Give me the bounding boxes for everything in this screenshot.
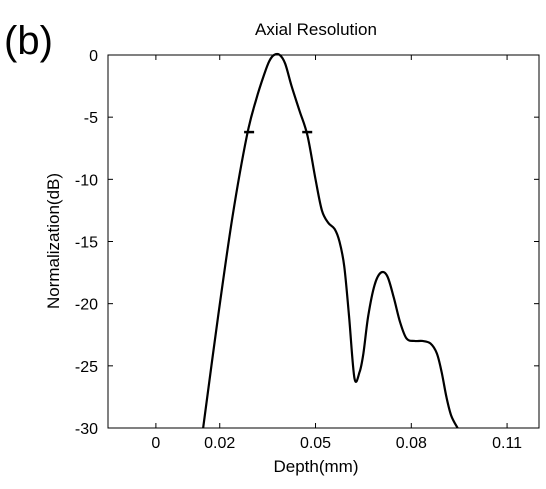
tick-marks bbox=[108, 54, 539, 429]
chart-title: Axial Resolution bbox=[255, 20, 377, 39]
y-tick-label: -30 bbox=[75, 421, 98, 438]
tick-labels: 0 0.02 0.05 0.08 0.11 0 -5 -10 -15 -20 -25 -30 bbox=[75, 48, 522, 452]
series-line bbox=[202, 52, 459, 429]
x-axis-label: Depth(mm) bbox=[273, 457, 358, 476]
plot-frame bbox=[107, 54, 540, 429]
y-tick-label: -25 bbox=[75, 359, 98, 376]
y-tick-label: 0 bbox=[89, 48, 98, 65]
x-tick-label: 0.08 bbox=[396, 435, 427, 452]
panel-label: (b) bbox=[4, 19, 53, 63]
y-tick-label: -15 bbox=[75, 235, 98, 252]
y-axis-label: Normalization(dB) bbox=[44, 173, 63, 309]
y-tick-label: -10 bbox=[75, 172, 98, 189]
y-tick-label: -5 bbox=[84, 110, 98, 127]
x-tick-label: 0 bbox=[151, 435, 160, 452]
x-tick-label: 0.11 bbox=[492, 435, 522, 452]
x-tick-label: 0.02 bbox=[204, 435, 235, 452]
y-tick-label: -20 bbox=[75, 297, 98, 314]
data-series bbox=[202, 52, 459, 429]
x-tick-label: 0.05 bbox=[300, 435, 331, 452]
